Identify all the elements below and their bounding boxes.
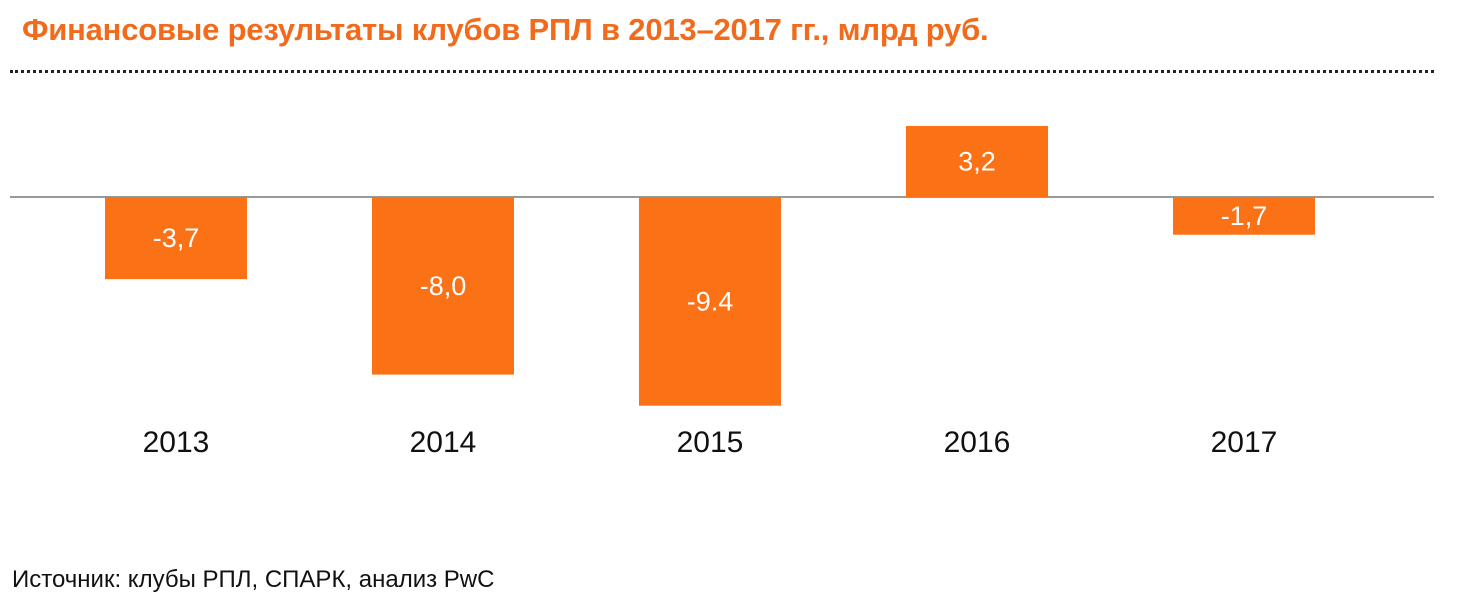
chart-title: Финансовые результаты клубов РПЛ в 2013–… [22, 12, 989, 47]
title-divider [10, 70, 1434, 73]
bar-2013 [105, 197, 247, 280]
bar-2014 [372, 197, 514, 375]
value-label-2016: 3,2 [958, 146, 996, 176]
bar-chart: -3,7 -8,0 -9.4 3,2 -1,7 2013 2014 2015 2016 2017 [10, 125, 1434, 459]
bars-layer [105, 125, 1315, 406]
value-label-2017: -1,7 [1221, 201, 1268, 231]
value-labels-layer: -3,7 -8,0 -9.4 3,2 -1,7 [153, 146, 1268, 316]
tick-label-2015: 2015 [677, 426, 744, 459]
source-note: Источник: клубы РПЛ, СПАРК, анализ PwC [12, 566, 495, 593]
bar-2015 [639, 197, 781, 406]
tick-label-2016: 2016 [944, 426, 1011, 459]
tick-label-2013: 2013 [143, 426, 210, 459]
value-label-2015: -9.4 [687, 286, 734, 316]
bar-2016 [906, 125, 1048, 197]
bar-2017 [1173, 197, 1315, 235]
tick-label-2014: 2014 [410, 426, 477, 459]
tick-label-2017: 2017 [1211, 426, 1278, 459]
value-label-2013: -3,7 [153, 223, 200, 253]
value-label-2014: -8,0 [420, 271, 467, 301]
x-axis-ticks: 2013 2014 2015 2016 2017 [143, 426, 1278, 459]
